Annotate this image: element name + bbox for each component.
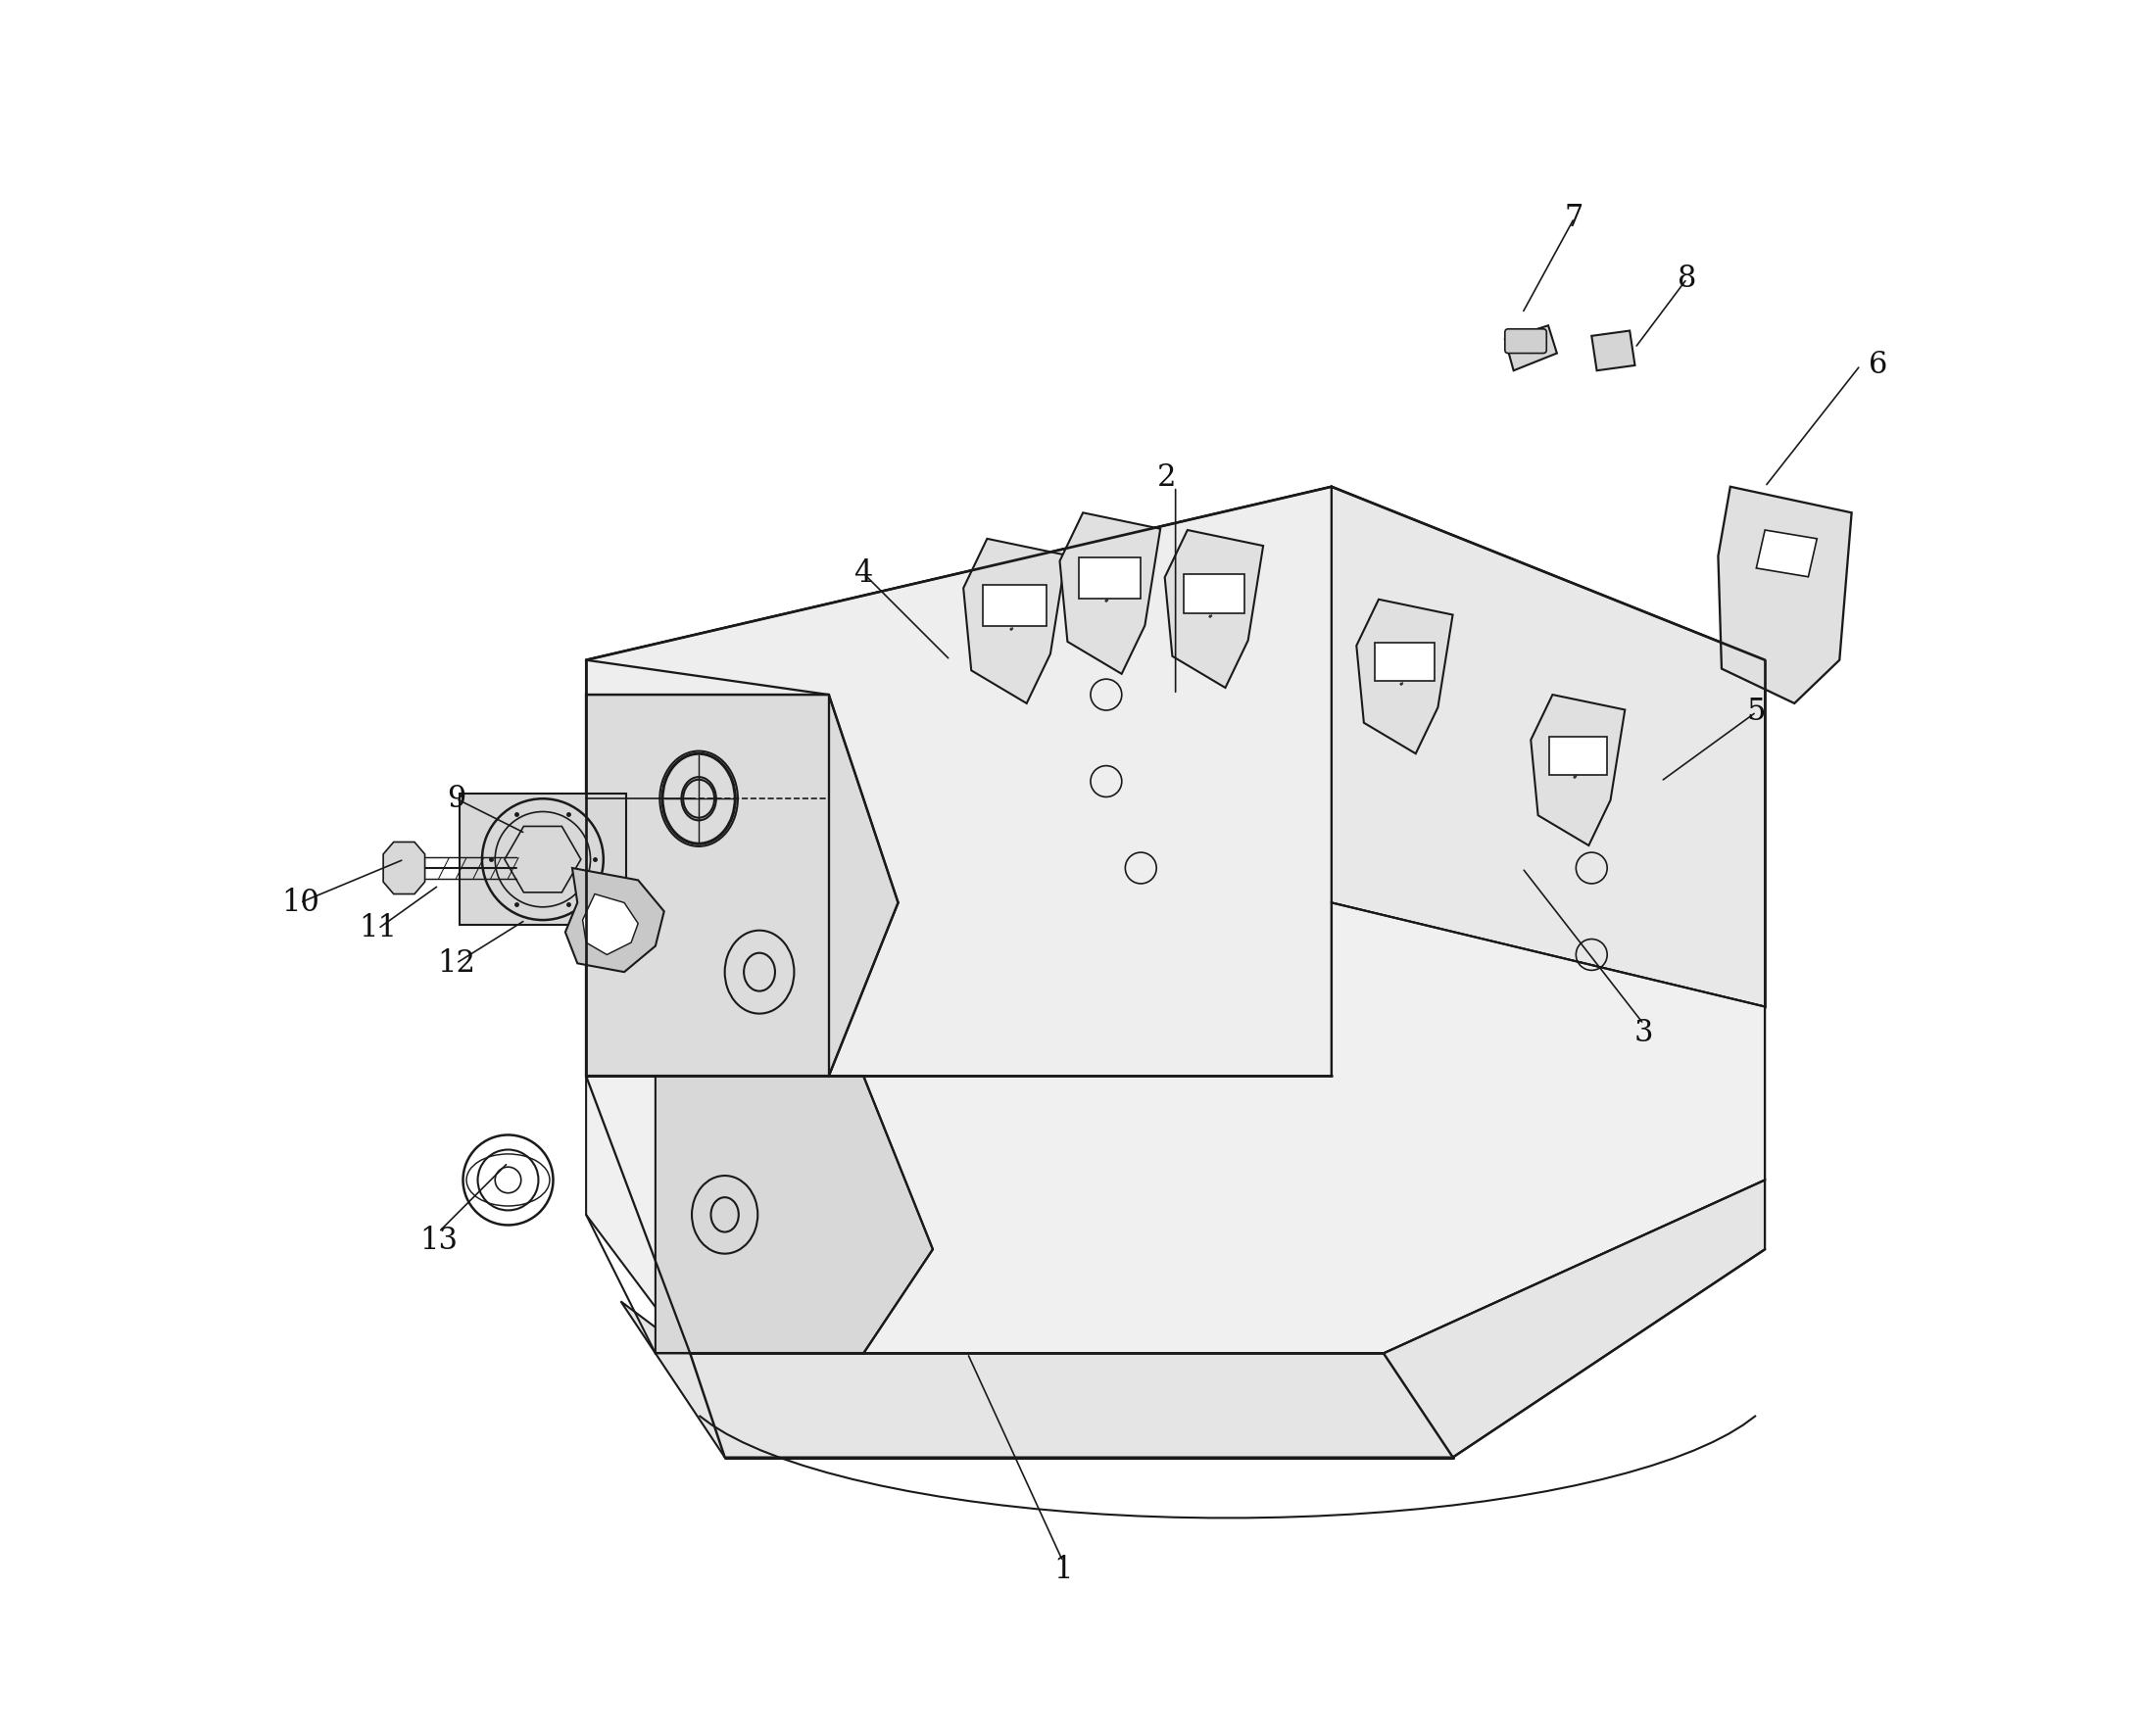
Text: 6: 6 (1869, 351, 1888, 380)
Text: 11: 11 (358, 913, 396, 944)
Polygon shape (1166, 529, 1262, 687)
Polygon shape (984, 585, 1046, 627)
Polygon shape (621, 1180, 1766, 1457)
Text: 12: 12 (437, 948, 476, 979)
Polygon shape (1357, 599, 1453, 753)
Polygon shape (1757, 529, 1817, 576)
Text: 7: 7 (1564, 203, 1584, 233)
Text: #: # (1009, 627, 1014, 632)
Polygon shape (566, 868, 664, 972)
Polygon shape (585, 903, 1766, 1354)
Text: 1: 1 (1052, 1555, 1072, 1585)
Polygon shape (1592, 330, 1635, 370)
Polygon shape (583, 894, 639, 955)
Polygon shape (1376, 642, 1434, 681)
Text: 3: 3 (1635, 1017, 1652, 1049)
Polygon shape (585, 486, 1331, 1076)
Text: 9: 9 (446, 783, 465, 814)
Text: #: # (1399, 682, 1404, 687)
Text: 13: 13 (420, 1226, 459, 1255)
Text: 2: 2 (1157, 464, 1177, 493)
Polygon shape (459, 793, 626, 925)
Polygon shape (1530, 694, 1624, 845)
Text: 10: 10 (281, 887, 319, 918)
Text: 4: 4 (855, 559, 872, 589)
Text: 5: 5 (1747, 696, 1766, 727)
Polygon shape (1549, 736, 1607, 774)
Polygon shape (964, 538, 1067, 703)
Text: #: # (1573, 776, 1577, 779)
Polygon shape (585, 694, 898, 1076)
Polygon shape (1719, 486, 1852, 703)
Polygon shape (1080, 557, 1140, 599)
Polygon shape (585, 486, 1766, 799)
Polygon shape (656, 1076, 932, 1354)
Polygon shape (1061, 512, 1159, 674)
Text: #: # (1209, 615, 1213, 620)
Text: #: # (1104, 599, 1108, 604)
Polygon shape (1331, 486, 1766, 1007)
Polygon shape (1504, 325, 1558, 370)
Polygon shape (384, 842, 424, 894)
Text: 8: 8 (1678, 264, 1697, 293)
Polygon shape (1183, 575, 1245, 613)
FancyBboxPatch shape (1504, 328, 1547, 352)
